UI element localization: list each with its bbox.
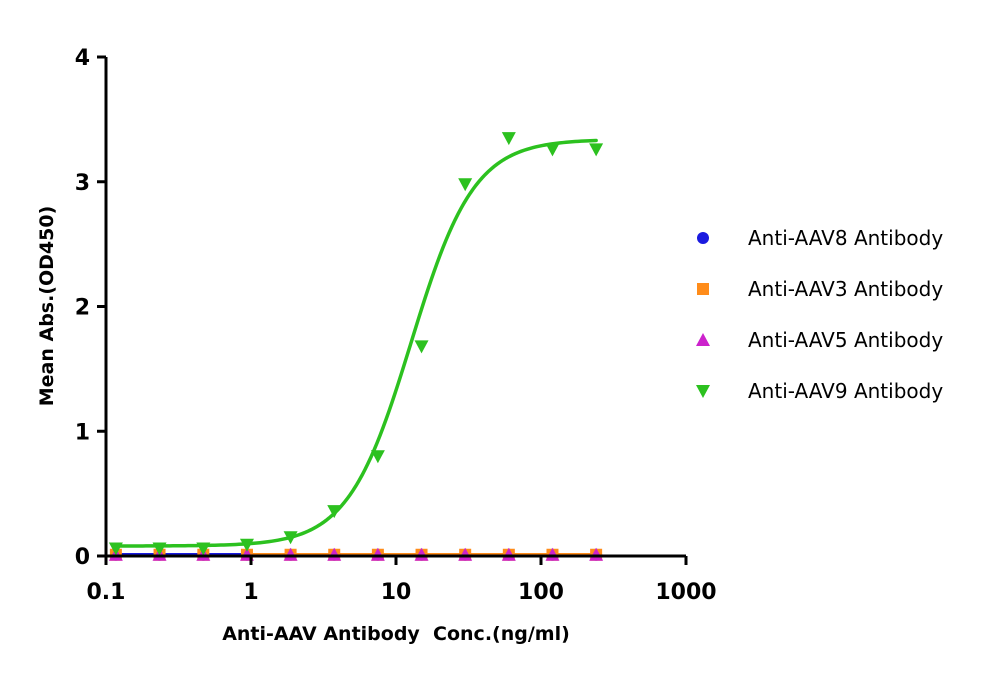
legend: Anti-AAV8 Antibody Anti-AAV3 Antibody Anti…	[696, 226, 943, 403]
y-tick-label: 3	[75, 171, 90, 196]
legend-marker	[697, 283, 709, 295]
x-tick-label: 100	[518, 580, 564, 605]
y-tick-label: 1	[75, 420, 90, 445]
data-point-series-3	[283, 531, 298, 545]
data-point-series-2	[370, 547, 385, 561]
x-ticks: 0.1 1 10 100 1000	[87, 556, 717, 605]
data-point-series-3	[501, 132, 516, 146]
data-point-series-2	[283, 547, 298, 561]
axes	[104, 57, 686, 558]
data-points	[108, 132, 604, 561]
y-ticks: 0 1 2 3 4	[75, 46, 106, 570]
legend-marker	[697, 232, 709, 244]
y-tick-label: 4	[75, 46, 90, 71]
y-axis-title: Mean Abs.(OD450)	[36, 206, 58, 407]
fit-curve-series-3	[114, 138, 598, 548]
x-axis-title: Anti-AAV Antibody Conc.(ng/ml)	[222, 623, 570, 645]
data-point-series-3	[414, 340, 429, 354]
x-tick-label: 10	[381, 580, 412, 605]
data-point-series-3	[239, 538, 254, 552]
x-tick-label: 0.1	[87, 580, 126, 605]
data-point-series-2	[545, 547, 560, 561]
legend-marker	[696, 385, 710, 398]
data-point-series-3	[458, 178, 473, 192]
legend-label: Anti-AAV8 Antibody	[748, 226, 943, 250]
x-tick-label: 1000	[655, 580, 716, 605]
data-point-series-2	[327, 547, 342, 561]
data-point-series-3	[545, 143, 560, 157]
legend-label: Anti-AAV9 Antibody	[748, 379, 943, 403]
y-tick-label: 0	[75, 545, 90, 570]
data-point-series-3	[196, 542, 211, 556]
legend-label: Anti-AAV5 Antibody	[748, 328, 943, 352]
data-point-series-3	[152, 542, 167, 556]
data-point-series-3	[589, 143, 604, 157]
data-point-series-3	[327, 505, 342, 519]
x-tick-label: 1	[243, 580, 258, 605]
fit-curves	[114, 138, 598, 557]
data-point-series-2	[589, 547, 604, 561]
data-point-series-2	[501, 547, 516, 561]
legend-label: Anti-AAV3 Antibody	[748, 277, 943, 301]
y-tick-label: 2	[75, 296, 90, 321]
legend-marker	[696, 333, 710, 346]
data-point-series-3	[370, 450, 385, 464]
data-point-series-3	[108, 542, 123, 556]
data-point-series-2	[414, 547, 429, 561]
data-point-series-2	[458, 547, 473, 561]
